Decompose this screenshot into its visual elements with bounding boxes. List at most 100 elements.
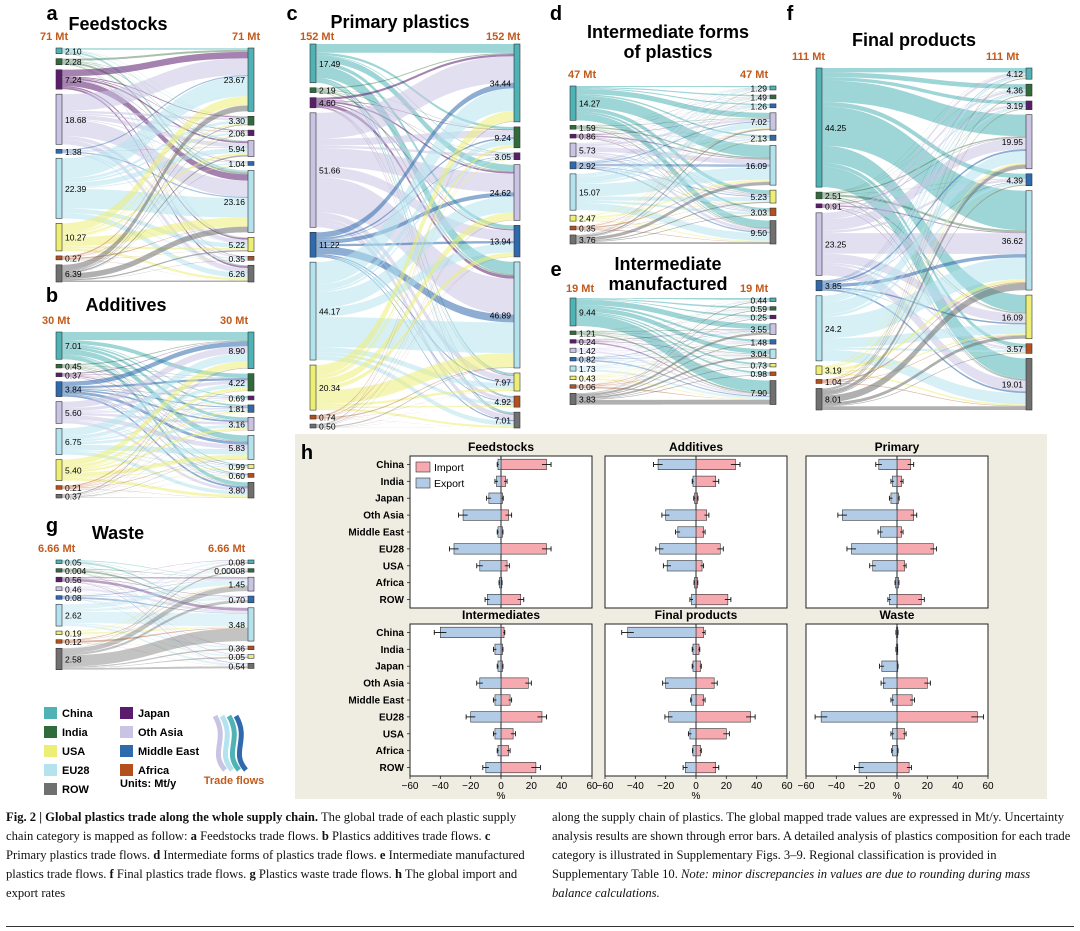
import-bar: [500, 458, 547, 470]
right-node-label-a: 1.04: [228, 159, 245, 169]
flow-c: [316, 159, 514, 426]
subplot-title: Waste: [880, 608, 915, 622]
flow-f: [822, 184, 1026, 396]
left-node-label-d: 14.27: [579, 99, 601, 109]
flow-d: [576, 179, 770, 219]
flow-e: [576, 299, 770, 317]
left-node-d: [569, 133, 577, 139]
right-node-e: [769, 323, 777, 335]
trade-flows-label: Trade flows: [204, 775, 265, 787]
flow-d: [576, 105, 770, 163]
flows-c: [316, 44, 514, 428]
right-node-label-c: 9.24: [494, 133, 511, 143]
flow-e: [576, 300, 770, 394]
flow-g: [62, 568, 248, 578]
flow-b: [62, 365, 248, 397]
flow-d: [576, 88, 770, 119]
flow-e: [576, 374, 770, 400]
legend-label: USA: [62, 746, 85, 758]
left-node-label-c: 20.34: [319, 383, 341, 393]
flow-g: [62, 563, 248, 664]
left-node-d: [569, 125, 577, 130]
flow-d: [576, 107, 770, 216]
flow-d: [576, 98, 770, 216]
flow-f: [822, 75, 1026, 299]
flow-g: [62, 642, 248, 649]
left-node-a: [55, 69, 63, 90]
flow-g: [62, 648, 248, 668]
flow-e: [576, 355, 770, 360]
flow-c: [316, 219, 514, 417]
export-bar: [453, 543, 502, 555]
right-node-label-b: 0.60: [228, 471, 245, 481]
left-node-label-g: 0.46: [65, 584, 82, 594]
flow-a: [62, 52, 248, 238]
flow-g: [62, 626, 248, 635]
category-label: India: [381, 477, 405, 488]
left-node-label-d: 2.92: [579, 161, 596, 171]
right-node-c: [513, 395, 521, 408]
flow-c: [316, 390, 514, 428]
flow-d: [576, 181, 770, 241]
flow-e: [576, 300, 770, 377]
subplot-title: Final products: [655, 608, 738, 622]
flow-c: [316, 99, 514, 131]
flow-g: [62, 642, 248, 667]
flow-c: [316, 100, 514, 154]
left-node-a: [55, 149, 63, 154]
right-node-c: [513, 152, 521, 161]
flow-a: [62, 188, 248, 218]
flow-d: [576, 113, 770, 228]
flow-g: [62, 568, 248, 587]
flow-f: [822, 162, 1026, 348]
panel-title-b: Additives: [85, 295, 166, 315]
flow-e: [576, 368, 770, 375]
flow-g: [62, 599, 248, 633]
flow-b: [62, 420, 248, 492]
flow-g: [62, 570, 248, 649]
right-node-a: [247, 256, 255, 261]
flow-e: [576, 300, 770, 367]
flow-d: [576, 95, 770, 158]
right-node-g: [247, 595, 255, 604]
left-node-label-c: 17.49: [319, 59, 341, 69]
export-bar: [665, 677, 697, 689]
flow-b: [62, 378, 248, 389]
flow-g: [62, 578, 248, 588]
left-node-label-f: 2.51: [825, 191, 842, 201]
left-node-label-c: 51.66: [319, 166, 341, 176]
left-node-label-b: 0.37: [65, 492, 82, 502]
right-node-label-d: 3.03: [750, 207, 767, 217]
left-node-c: [309, 87, 317, 93]
legend-swatch-row: [44, 783, 57, 795]
flow-f: [822, 406, 1026, 410]
flow-c: [316, 89, 514, 172]
export-bar: [479, 560, 502, 572]
right-node-label-g: 0.05: [228, 652, 245, 662]
left-node-label-d: 0.86: [579, 132, 596, 142]
category-label: India: [381, 645, 405, 656]
flow-a: [62, 155, 248, 258]
left-node-label-a: 18.68: [65, 115, 87, 125]
left-node-a: [55, 223, 63, 252]
panel-letter-h: h: [301, 442, 313, 464]
flow-b: [62, 367, 248, 475]
flow-c: [316, 243, 514, 318]
flow-e: [576, 318, 770, 385]
left-node-label-a: 22.39: [65, 184, 87, 194]
flow-e: [576, 332, 770, 366]
subplot-title: Feedstocks: [468, 440, 534, 454]
flow-d: [576, 166, 770, 213]
flow-c: [316, 121, 514, 425]
export-bar: [820, 711, 898, 723]
flow-f: [822, 104, 1026, 193]
flow-e: [576, 399, 770, 405]
left-node-label-a: 10.27: [65, 233, 87, 243]
left-node-b: [55, 459, 63, 481]
right-node-label-f: 36.62: [1002, 236, 1024, 246]
right-node-label-d: 1.49: [750, 92, 767, 102]
flow-b: [62, 424, 248, 445]
category-label: Africa: [376, 746, 405, 757]
left-node-e: [569, 357, 577, 362]
